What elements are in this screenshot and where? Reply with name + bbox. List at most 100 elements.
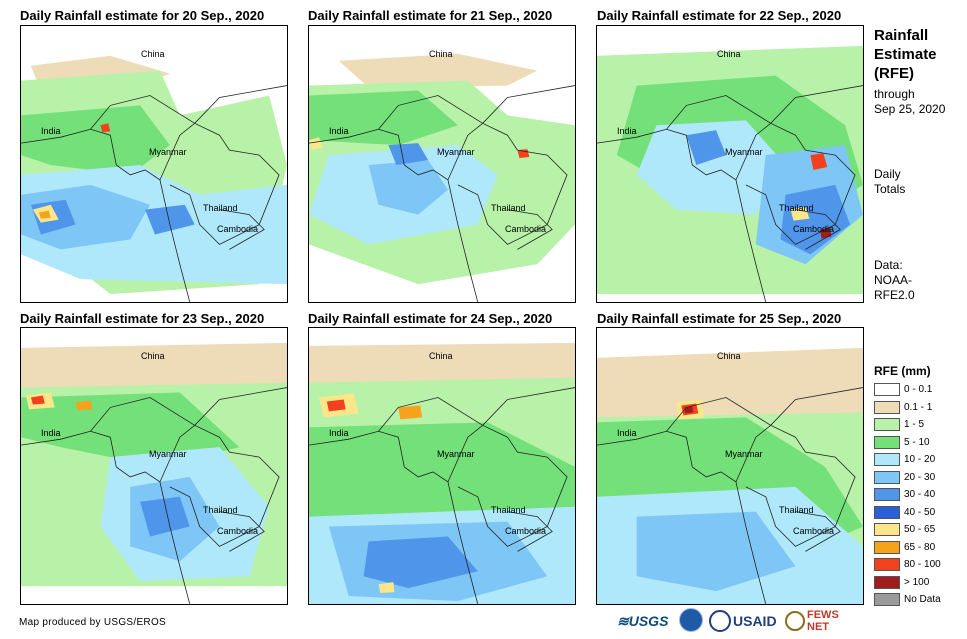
data-source-line-3: RFE2.0 <box>874 288 915 302</box>
india-label: India <box>41 428 61 438</box>
legend-swatch <box>874 383 900 396</box>
rainfall-area <box>363 536 478 589</box>
country-borders <box>309 85 575 302</box>
india-label: India <box>41 126 61 136</box>
rainfall-area <box>388 143 429 165</box>
fews-net-logo: FEWS NET <box>785 608 863 634</box>
rainfall-area <box>309 90 458 146</box>
legend-swatch <box>874 400 900 414</box>
rainfall-map <box>21 342 287 604</box>
totals-line-1: Daily <box>874 167 901 181</box>
legend-item: 65 - 80 <box>874 540 935 555</box>
rainfall-area <box>38 210 51 219</box>
legend-label: No Data <box>904 594 941 605</box>
rainfall-area <box>338 53 538 88</box>
legend-label: 0.1 - 1 <box>904 401 933 413</box>
rainfall-area <box>597 347 863 423</box>
map-panel-2: China India Myanmar Thailand Cambodia <box>308 25 576 303</box>
myanmar-label: Myanmar <box>149 449 187 459</box>
legend-label: 40 - 50 <box>904 506 936 518</box>
legend-item: > 100 <box>874 575 929 590</box>
legend-heading: Rainfall Estimate (RFE) <box>874 26 937 83</box>
legend-heading-line-1: Rainfall <box>874 27 929 44</box>
rainfall-area <box>810 153 828 170</box>
india-label: India <box>617 126 637 136</box>
legend-label: 10 - 20 <box>904 454 936 465</box>
myanmar-label: Myanmar <box>437 449 475 459</box>
legend-item: 40 - 50 <box>874 505 935 520</box>
legend-item: 20 - 30 <box>874 470 935 485</box>
legend-title: RFE (mm) <box>874 364 931 378</box>
map-credit: Map produced by USGS/EROS <box>19 617 167 628</box>
legend-swatch <box>874 488 900 501</box>
panel-title-1: Daily Rainfall estimate for 20 Sep., 202… <box>20 8 265 23</box>
rainfall-area <box>326 399 346 412</box>
map-panel-4: China India Myanmar Thailand Cambodia <box>20 327 288 605</box>
legend-swatch <box>874 470 900 484</box>
panel-title-6: Daily Rainfall estimate for 25 Sep., 202… <box>597 311 842 326</box>
fews-net-text: FEWS NET <box>807 609 839 633</box>
legend-item: 5 - 10 <box>874 435 930 450</box>
india-label: India <box>329 428 349 438</box>
legend-label: 30 - 40 <box>904 489 936 500</box>
rainfall-area <box>75 400 93 411</box>
cambodia-label: Cambodia <box>217 224 259 234</box>
thailand-label: Thailand <box>491 505 526 515</box>
legend-swatch <box>874 558 900 571</box>
legend-swatch <box>874 575 900 589</box>
map-panel-6: China India Myanmar Thailand Cambodia <box>596 327 864 605</box>
rainfall-map <box>309 53 575 302</box>
legend-label: 1 - 5 <box>904 419 925 430</box>
totals-line-2: Totals <box>874 182 906 196</box>
rainfall-area <box>368 160 448 215</box>
cambodia-label: Cambodia <box>217 526 259 536</box>
rainfall-area <box>686 130 727 165</box>
cambodia-label: Cambodia <box>505 224 547 234</box>
panel-title-3: Daily Rainfall estimate for 22 Sep., 202… <box>597 8 842 23</box>
rainfall-area <box>790 206 810 221</box>
legend-swatch <box>874 505 900 519</box>
rainfall-area <box>140 496 190 537</box>
map-panel-3: China India Myanmar Thailand Cambodia <box>596 25 864 303</box>
rainfall-area <box>21 105 170 175</box>
india-label: India <box>329 126 349 136</box>
through-date: Sep 25, 2020 <box>874 102 946 116</box>
totals-text: Daily Totals <box>874 167 905 197</box>
rainfall-area <box>636 511 796 592</box>
rainfall-area <box>780 184 851 255</box>
legend-label: 5 - 10 <box>904 436 930 448</box>
data-source-line-2: NOAA- <box>874 273 913 287</box>
panel-title-4: Daily Rainfall estimate for 23 Sep., 202… <box>20 311 265 326</box>
thailand-label: Thailand <box>203 203 238 213</box>
rainfall-area <box>309 137 323 151</box>
legend-item: No Data <box>874 592 941 607</box>
rainfall-map <box>309 342 575 604</box>
legend-heading-line-3: (RFE) <box>874 65 914 82</box>
legend-item: 1 - 5 <box>874 417 924 432</box>
panel-title-2: Daily Rainfall estimate for 21 Sep., 202… <box>308 8 553 23</box>
rainfall-area <box>21 184 151 250</box>
country-borders <box>597 387 863 604</box>
country-borders <box>597 85 863 302</box>
thailand-label: Thailand <box>203 505 238 515</box>
legend-label: 80 - 100 <box>904 559 941 570</box>
legend-label: 50 - 65 <box>904 524 936 535</box>
rainfall-area <box>684 406 694 414</box>
thailand-label: Thailand <box>779 505 814 515</box>
legend-label: 65 - 80 <box>904 541 936 553</box>
china-label: China <box>717 351 741 361</box>
rainfall-area <box>378 582 395 594</box>
map-panel-5: China India Myanmar Thailand Cambodia <box>308 327 576 605</box>
legend-item: 0.1 - 1 <box>874 400 932 415</box>
country-borders <box>309 387 575 604</box>
rainfall-area <box>636 120 786 215</box>
usgs-logo: ≋USGS <box>617 612 669 629</box>
legend-item: 50 - 65 <box>874 522 935 537</box>
fews-net-seal-icon <box>785 611 805 631</box>
thailand-label: Thailand <box>491 203 526 213</box>
usaid-seal-icon <box>709 610 731 632</box>
rainfall-area <box>30 395 45 405</box>
map-panel-1: China India Myanmar Thailand Cambodia <box>20 25 288 303</box>
rainfall-map <box>597 347 863 604</box>
rainfall-area <box>398 405 423 420</box>
